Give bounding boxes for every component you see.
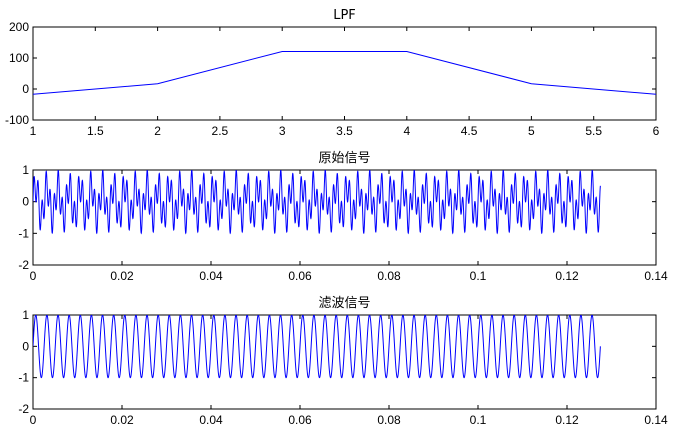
- y-tick-label: 0: [22, 339, 29, 353]
- x-tick-label: 0.04: [199, 269, 223, 283]
- x-tick-label: 1.5: [87, 124, 104, 138]
- x-tick-label: 2: [154, 124, 161, 138]
- y-tick-label: -2: [18, 402, 29, 416]
- x-tick-label: 5.5: [585, 124, 602, 138]
- y-tick-label: 1: [22, 163, 29, 177]
- y-tick-label: -1: [18, 226, 29, 240]
- x-tick-label: 2.5: [212, 124, 229, 138]
- chart-title-3: 滤波信号: [318, 296, 370, 311]
- y-tick-label: 200: [9, 20, 29, 34]
- chart-title-1: LPF: [333, 8, 356, 23]
- x-tick-label: 1: [30, 124, 37, 138]
- plot-area-1: [32, 26, 657, 121]
- x-tick-label: 4.5: [461, 124, 478, 138]
- x-tick-label: 0: [30, 269, 37, 283]
- x-tick-label: 5: [528, 124, 535, 138]
- x-tick-label: 0.06: [288, 413, 312, 427]
- y-tick-label: 0: [22, 195, 29, 209]
- x-tick-label: 0: [30, 413, 37, 427]
- x-tick-label: 0.02: [110, 413, 134, 427]
- y-tick-label: -1: [18, 371, 29, 385]
- chart-title-2: 原始信号: [318, 151, 370, 166]
- plot-area-3: [32, 314, 657, 410]
- y-tick-label: -100: [5, 113, 29, 127]
- y-tick-label: 0: [22, 82, 29, 96]
- x-tick-label: 0.06: [288, 269, 312, 283]
- x-tick-label: 0.08: [377, 269, 401, 283]
- x-tick-label: 0.04: [199, 413, 223, 427]
- x-tick-label: 0.02: [110, 269, 134, 283]
- x-tick-label: 3.5: [336, 124, 353, 138]
- x-tick-label: 0.14: [644, 269, 668, 283]
- y-tick-label: 1: [22, 308, 29, 322]
- x-tick-label: 0.14: [644, 413, 668, 427]
- x-tick-label: 0.08: [377, 413, 401, 427]
- series-line-2-1: [33, 170, 601, 235]
- x-tick-label: 0.1: [470, 269, 487, 283]
- x-tick-label: 0.12: [555, 413, 579, 427]
- x-tick-label: 0.12: [555, 269, 579, 283]
- x-tick-label: 6: [653, 124, 660, 138]
- series-line-3-1: [33, 315, 601, 379]
- plot-area-2: [32, 169, 657, 266]
- series-line-1-1: [33, 50, 656, 95]
- x-tick-label: 4: [403, 124, 410, 138]
- x-tick-label: 0.1: [470, 413, 487, 427]
- y-tick-label: 100: [9, 51, 29, 65]
- x-tick-label: 3: [279, 124, 286, 138]
- y-tick-label: -2: [18, 258, 29, 272]
